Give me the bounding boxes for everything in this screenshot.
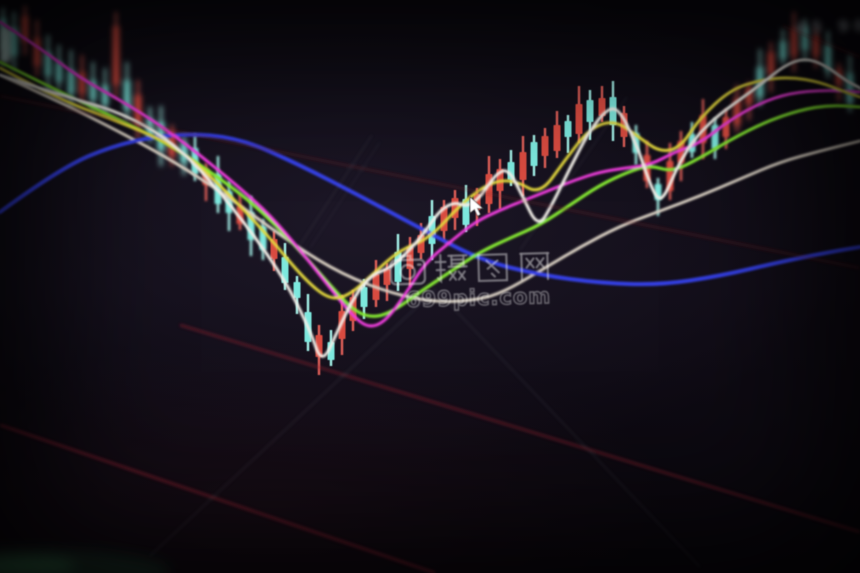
candle-body bbox=[293, 282, 301, 298]
candle-body bbox=[519, 152, 527, 180]
watermark: 摄图网 bbox=[387, 245, 569, 314]
candle-body bbox=[55, 62, 63, 82]
screen-reflections bbox=[0, 24, 860, 573]
reflection-line bbox=[782, 24, 860, 59]
watermark-site-name-glyphs: 摄图网 bbox=[434, 251, 550, 284]
reflection-line bbox=[299, 134, 373, 246]
candle-body bbox=[609, 97, 617, 125]
candle-body bbox=[553, 125, 561, 151]
candle-body bbox=[801, 26, 809, 50]
candle-body bbox=[112, 26, 120, 85]
reflection-line bbox=[437, 291, 701, 568]
candle-body bbox=[586, 100, 594, 122]
reflection-line bbox=[0, 95, 860, 269]
candle-body bbox=[383, 269, 391, 285]
candle-body bbox=[846, 73, 854, 103]
watermark-camera-icon bbox=[389, 254, 427, 286]
candle-body bbox=[21, 16, 29, 42]
reflection-line bbox=[0, 423, 436, 573]
reflection-line bbox=[149, 288, 437, 557]
ma-line-yellow bbox=[0, 66, 860, 300]
candle-body bbox=[575, 104, 583, 134]
ma-line-white-fast bbox=[0, 58, 860, 358]
candle-body bbox=[767, 52, 775, 74]
candle-body bbox=[541, 136, 549, 156]
candles-layer bbox=[0, 6, 854, 175]
candle-body bbox=[101, 85, 109, 105]
candle-body bbox=[530, 142, 538, 166]
candle-body bbox=[824, 45, 832, 71]
watermark-url: 699pic.com bbox=[405, 284, 552, 313]
reflection-line bbox=[179, 324, 860, 533]
candle-body bbox=[779, 41, 787, 59]
reflection-line bbox=[519, 96, 628, 251]
candles-layer bbox=[270, 81, 628, 375]
reflection-line bbox=[309, 141, 381, 249]
candle-body bbox=[360, 287, 368, 307]
candle-body bbox=[44, 52, 52, 76]
moving-average-lines bbox=[0, 20, 860, 358]
ma-line-green bbox=[0, 60, 860, 318]
candle-body bbox=[564, 121, 572, 137]
mouse-cursor-icon bbox=[469, 196, 485, 217]
candle-body bbox=[790, 28, 798, 56]
candle-body bbox=[598, 98, 606, 116]
ma-line-silver-slow bbox=[0, 73, 860, 304]
svg-text:699pic.com: 699pic.com bbox=[406, 284, 552, 312]
candle-body bbox=[67, 70, 75, 94]
candle-body bbox=[33, 38, 41, 66]
green-glow bbox=[0, 550, 170, 573]
candle-body bbox=[10, 28, 18, 56]
screen-text-blurred: 45 90 bbox=[794, 15, 860, 38]
